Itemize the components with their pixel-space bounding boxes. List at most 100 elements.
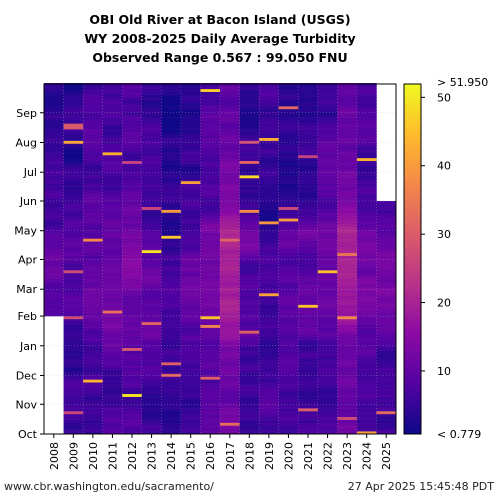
heatmap-cell xyxy=(180,367,201,372)
heatmap-cell xyxy=(200,373,221,377)
heatmap-cell xyxy=(317,169,338,173)
heatmap-cell xyxy=(44,270,64,274)
heatmap-cell xyxy=(337,313,358,317)
heatmap-cell xyxy=(102,287,123,291)
heatmap-cell xyxy=(63,206,84,210)
heatmap-cell xyxy=(259,267,279,271)
heatmap-cell xyxy=(122,131,143,136)
heatmap-cell xyxy=(317,232,338,236)
heatmap-cell xyxy=(122,209,143,213)
heatmap-cell xyxy=(122,172,143,176)
heatmap-cell xyxy=(102,235,123,239)
heatmap-cell xyxy=(63,140,84,144)
heatmap-cell xyxy=(356,175,377,179)
heatmap-cell xyxy=(102,140,123,144)
heatmap-cell xyxy=(102,367,123,372)
heatmap-cell xyxy=(259,186,279,190)
heatmap-cell xyxy=(317,226,338,231)
heatmap-cell xyxy=(180,370,201,374)
heatmap-cell xyxy=(83,189,103,193)
heatmap-cell xyxy=(63,241,84,245)
heatmap-cell xyxy=(259,157,279,162)
heatmap-cell xyxy=(239,183,260,187)
heatmap-cell xyxy=(278,408,299,412)
colorbar-tick-label: 30 xyxy=(437,228,451,241)
heatmap-cell xyxy=(239,350,260,354)
heatmap-cell xyxy=(200,284,221,288)
heatmap-cell xyxy=(376,261,397,265)
heatmap-cell xyxy=(83,410,103,415)
heatmap-cell xyxy=(278,247,299,251)
heatmap-cell xyxy=(220,83,240,87)
heatmap-cell xyxy=(63,88,84,92)
heatmap-cell xyxy=(102,149,123,153)
heatmap-cell xyxy=(102,85,123,90)
heatmap-cell xyxy=(141,278,162,282)
heatmap-cell xyxy=(63,85,84,90)
heatmap-cell xyxy=(44,103,64,107)
heatmap-cell xyxy=(44,307,64,311)
heatmap-cell xyxy=(44,275,64,279)
heatmap-cell xyxy=(239,393,260,397)
heatmap-cell xyxy=(239,241,260,245)
heatmap-cell xyxy=(44,198,64,202)
heatmap-cell xyxy=(180,146,201,150)
heatmap-cell xyxy=(376,247,397,251)
heatmap-cell xyxy=(180,318,201,323)
heatmap-cell xyxy=(220,419,240,423)
colorbar-gradient xyxy=(403,83,422,435)
y-tick-label: May xyxy=(14,225,37,238)
heatmap-cell xyxy=(102,206,123,210)
heatmap-cell xyxy=(220,129,240,133)
heatmap-cell xyxy=(102,94,123,98)
y-tick-label: Aug xyxy=(16,136,37,149)
heatmap-cell xyxy=(259,195,279,199)
y-tick-label: Jun xyxy=(19,195,37,208)
heatmap-cell xyxy=(220,408,240,412)
heatmap-cell xyxy=(220,229,240,233)
heatmap-cell xyxy=(200,203,221,208)
heatmap-cell xyxy=(239,425,260,429)
heatmap-cell xyxy=(83,215,103,219)
heatmap-cell xyxy=(239,356,260,360)
heatmap-cell xyxy=(161,154,182,159)
heatmap-cell xyxy=(141,428,162,432)
heatmap-cell xyxy=(63,117,84,121)
heatmap-cell xyxy=(63,218,84,222)
heatmap-cell xyxy=(83,126,103,130)
heatmap-cell xyxy=(239,295,260,300)
heatmap-cell xyxy=(44,94,64,98)
heatmap-cell xyxy=(200,117,221,121)
heatmap-cell xyxy=(356,108,377,113)
heatmap-cell xyxy=(141,137,162,141)
heatmap-cell xyxy=(63,333,84,337)
heatmap-cell xyxy=(337,353,358,357)
heatmap-cell xyxy=(102,126,123,130)
heatmap-cell xyxy=(200,91,221,95)
heatmap-cell xyxy=(44,137,64,141)
heatmap-cell xyxy=(298,108,319,113)
heatmap-cell xyxy=(200,120,221,124)
heatmap-cell xyxy=(122,111,143,115)
heatmap-cell xyxy=(298,126,319,130)
heatmap-cell xyxy=(337,177,358,182)
heatmap-cell xyxy=(317,175,338,179)
heatmap-cell xyxy=(239,367,260,372)
heatmap-cell xyxy=(161,362,182,366)
heatmap-cell xyxy=(317,370,338,374)
heatmap-cell xyxy=(200,137,221,141)
heatmap-cell xyxy=(180,344,201,348)
heatmap-cell xyxy=(83,385,103,389)
heatmap-cell xyxy=(259,385,279,389)
heatmap-cell xyxy=(220,310,240,314)
heatmap-cell xyxy=(278,137,299,141)
heatmap-cell xyxy=(141,413,162,418)
heatmap-cell xyxy=(317,183,338,187)
heatmap-cell xyxy=(63,226,84,231)
heatmap-cell xyxy=(220,212,240,216)
heatmap-cell xyxy=(141,97,162,101)
heatmap-cell xyxy=(239,399,260,403)
heatmap-cell xyxy=(239,169,260,173)
heatmap-cell xyxy=(83,249,103,254)
heatmap-cell xyxy=(200,134,221,138)
